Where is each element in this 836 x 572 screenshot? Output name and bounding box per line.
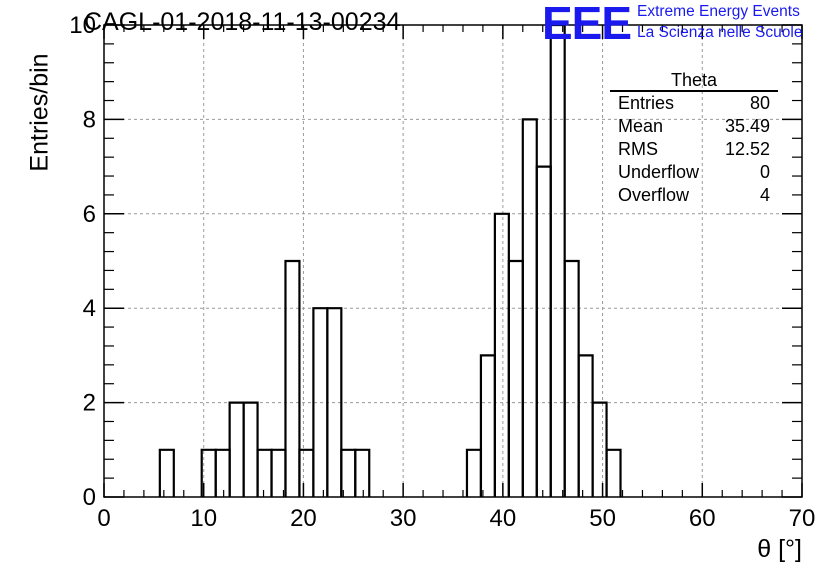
histogram-bar xyxy=(549,23,566,497)
histogram-bar xyxy=(479,354,496,497)
stats-value: 12.52 xyxy=(724,139,770,159)
x-tick-label: 30 xyxy=(390,505,417,532)
stats-value: 0 xyxy=(759,162,770,182)
histogram-bar xyxy=(535,165,552,497)
stats-row-entries: Entries 80 xyxy=(610,92,778,115)
x-tick-label: 40 xyxy=(490,505,517,532)
histogram-bar xyxy=(270,448,287,497)
y-tick-label: 2 xyxy=(83,390,96,417)
eee-logo: EEE xyxy=(542,0,632,49)
stats-value: 80 xyxy=(749,93,770,113)
stats-title: Theta xyxy=(610,70,778,92)
logo-caption-line2: La Scienza nelle Scuole xyxy=(637,24,803,41)
histogram-bars xyxy=(158,23,622,497)
grid xyxy=(104,25,802,497)
x-tick-label: 60 xyxy=(689,505,716,532)
histogram-bar xyxy=(354,448,371,497)
histogram-bar xyxy=(242,401,259,497)
histogram-bar xyxy=(214,448,231,497)
plot-frame xyxy=(103,24,803,498)
histogram-bar xyxy=(340,448,357,497)
y-tick-label: 6 xyxy=(83,201,96,228)
stats-label: RMS xyxy=(618,139,658,159)
stats-label: Overflow xyxy=(618,185,690,205)
histogram-bar xyxy=(605,448,622,497)
y-axis-label: Entries/bin xyxy=(25,53,54,172)
y-tick-label: 8 xyxy=(83,106,96,133)
stats-row-rms: RMS 12.52 xyxy=(610,138,778,161)
histogram-bar xyxy=(493,212,510,497)
x-axis-label: θ [°] xyxy=(757,535,802,563)
stats-row-underflow: Underflow 0 xyxy=(610,161,778,184)
x-tick-label: 20 xyxy=(290,505,317,532)
stats-value: 4 xyxy=(759,185,770,205)
chart-title: CAGL-01-2018-11-13-00234 xyxy=(84,8,401,36)
stats-box: Theta Entries 80 Mean 35.49 RMS 12.52 Un… xyxy=(610,70,778,207)
stats-row-mean: Mean 35.49 xyxy=(610,115,778,138)
histogram-bar xyxy=(284,259,301,497)
histogram-bar xyxy=(507,259,524,497)
histogram-bar xyxy=(158,448,175,497)
x-tick-label: 10 xyxy=(190,505,217,532)
y-tick-label: 0 xyxy=(83,484,96,511)
histogram-bar xyxy=(256,448,273,497)
histogram-bar xyxy=(591,401,608,497)
x-tick-label: 0 xyxy=(97,505,110,532)
histogram-bar xyxy=(465,448,483,497)
histogram-bar xyxy=(577,354,594,497)
stats-value: 35.49 xyxy=(724,116,770,136)
histogram-bar xyxy=(326,307,343,497)
x-tick-label: 50 xyxy=(589,505,616,532)
histogram-bar xyxy=(228,401,245,497)
stats-label: Underflow xyxy=(618,162,700,182)
x-tick-label: 70 xyxy=(789,505,816,532)
stats-label: Mean xyxy=(618,116,664,136)
stats-label: Entries xyxy=(618,93,675,113)
y-tick-label: 10 xyxy=(69,12,96,39)
stats-row-overflow: Overflow 4 xyxy=(610,184,778,207)
y-tick-label: 4 xyxy=(83,295,96,322)
logo-caption-line1: Extreme Energy Events xyxy=(637,3,800,20)
histogram-bar xyxy=(298,448,315,497)
histogram-bar xyxy=(563,259,580,497)
